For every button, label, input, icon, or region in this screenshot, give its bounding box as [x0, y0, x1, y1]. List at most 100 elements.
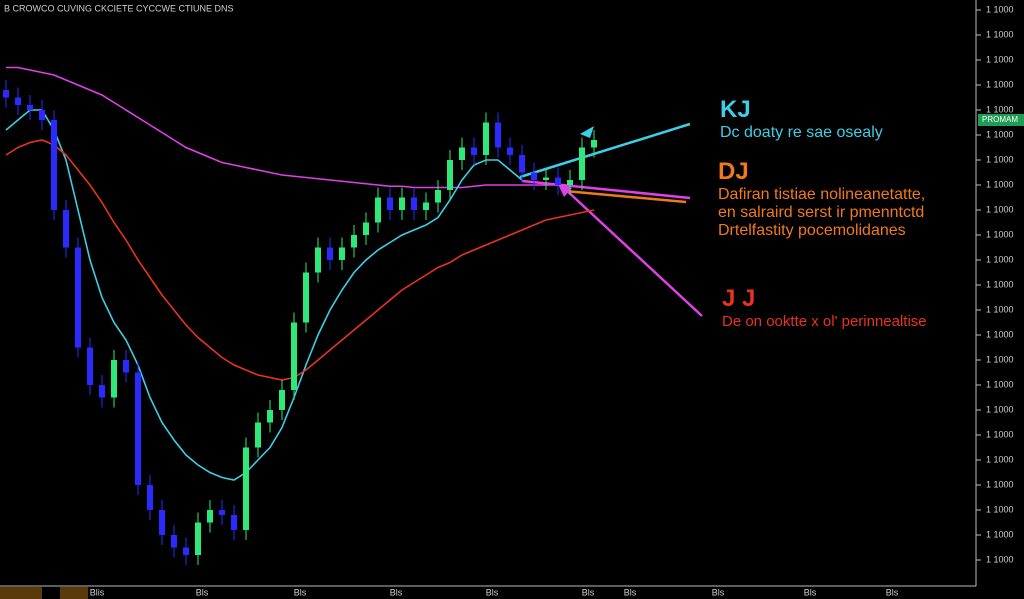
y-tick-label: 1 1000: [986, 504, 1014, 514]
candle-body: [543, 177, 549, 180]
candle-body: [147, 485, 153, 510]
y-tick-label: 1 1000: [986, 554, 1014, 564]
x-tick-label: Bls: [390, 587, 403, 597]
y-tick-label: 1 1000: [986, 104, 1014, 114]
x-tick-label: Bls: [804, 587, 817, 597]
candle-body: [171, 535, 177, 548]
candle-body: [483, 122, 489, 155]
candle-body: [243, 447, 249, 530]
y-tick-label: 1 1000: [986, 479, 1014, 489]
annotation-text: Dafiran tistiae nolineanetatte,: [718, 185, 926, 203]
candle-body: [207, 510, 213, 523]
candle-body: [495, 122, 501, 148]
annotation-text: en salraird serst ir pmenntctd: [718, 203, 925, 221]
candle-body: [195, 522, 201, 555]
annotation-text: Dc doaty re sae osealy: [720, 123, 883, 141]
candle-body: [567, 180, 573, 185]
annotation-title: KJ: [720, 96, 751, 123]
candle-body: [255, 422, 261, 448]
candle-body: [27, 105, 33, 110]
y-tick-label: 1 1000: [986, 529, 1014, 539]
candle-body: [75, 247, 81, 348]
annotation-arrows: [519, 122, 703, 317]
candle-body: [327, 247, 333, 260]
candle-body: [435, 190, 441, 203]
candle-body: [267, 410, 273, 423]
candle-body: [423, 202, 429, 210]
price-badge: [978, 114, 1024, 126]
candle-body: [471, 147, 477, 155]
candle-body: [591, 140, 597, 148]
x-tick-label: Bls: [294, 587, 307, 597]
candle-body: [459, 147, 465, 160]
x-tick-label: Blis: [90, 587, 105, 597]
candle-body: [231, 515, 237, 530]
x-tick-label: Bls: [486, 587, 499, 597]
y-tick-label: 1 1000: [986, 279, 1014, 289]
candle-body: [387, 197, 393, 210]
y-tick-label: 1 1000: [986, 254, 1014, 264]
candle-body: [507, 147, 513, 155]
x-tick-label: Bls: [582, 587, 595, 597]
arrow-head: [558, 184, 572, 197]
moving-average: [6, 66, 558, 189]
y-tick-label: 1 1000: [986, 304, 1014, 314]
candle-body: [123, 360, 129, 373]
candle-body: [363, 222, 369, 235]
y-tick-label: 1 1000: [986, 179, 1014, 189]
candle-body: [291, 322, 297, 390]
header-title: B CROWCO CUVING CKCIETE CYCCWE CTIUNE DN…: [4, 3, 234, 13]
time-bar: [0, 587, 42, 599]
y-tick-label: 1 1000: [986, 454, 1014, 464]
candle-body: [375, 197, 381, 223]
x-tick-label: Bls: [624, 587, 637, 597]
candle-body: [183, 547, 189, 555]
arrow: [521, 179, 691, 200]
y-tick-label: 1 1000: [986, 29, 1014, 39]
candle-body: [555, 177, 561, 185]
arrow: [564, 189, 687, 204]
candle-body: [303, 272, 309, 323]
annotation-text: Drtelfastity pocemolidanes: [718, 222, 906, 240]
candle-body: [519, 155, 525, 173]
annotation-kj: KJ Dc doaty re sae osealy: [720, 96, 883, 142]
y-tick-label: 1 1000: [986, 329, 1014, 339]
moving-average: [5, 139, 595, 381]
candle-body: [135, 372, 141, 485]
candle-body: [159, 510, 165, 535]
candle-body: [399, 197, 405, 210]
candle-body: [411, 197, 417, 210]
x-tick-label: Bls: [712, 587, 725, 597]
annotation-dj: DJ Dafiran tistiae nolineanetatte, en sa…: [718, 158, 925, 241]
candle-body: [15, 97, 21, 105]
candle-body: [447, 160, 453, 190]
y-tick-label: 1 1000: [986, 129, 1014, 139]
annotation-title: J J: [722, 285, 756, 312]
candle-body: [39, 110, 45, 120]
candle-body: [531, 172, 537, 180]
y-tick-label: 1 1000: [986, 404, 1014, 414]
y-tick-label: 1 1000: [986, 54, 1014, 64]
arrow: [519, 122, 691, 179]
candle-body: [51, 120, 57, 210]
arrow: [563, 187, 703, 317]
candle-body: [315, 247, 321, 273]
y-tick-label: 1 1000: [986, 4, 1014, 14]
candle-body: [99, 385, 105, 398]
candle-body: [3, 90, 9, 98]
arrow-head: [580, 126, 594, 138]
annotation-jj: J J De on ooktte x ol' perinnealtise: [722, 285, 927, 330]
x-tick-label: Bls: [886, 587, 899, 597]
y-tick-label: 1 1000: [986, 204, 1014, 214]
y-tick-label: 1 1000: [986, 379, 1014, 389]
candle-body: [111, 360, 117, 398]
candle-body: [63, 210, 69, 248]
candle-body: [351, 235, 357, 248]
candle-body: [279, 390, 285, 410]
candle-body: [219, 510, 225, 515]
y-tick-label: 1 1000: [986, 154, 1014, 164]
price-badge-label: PROMAM: [982, 115, 1018, 124]
annotation-text: De on ooktte x ol' perinnealtise: [722, 312, 927, 330]
candle-body: [579, 147, 585, 180]
